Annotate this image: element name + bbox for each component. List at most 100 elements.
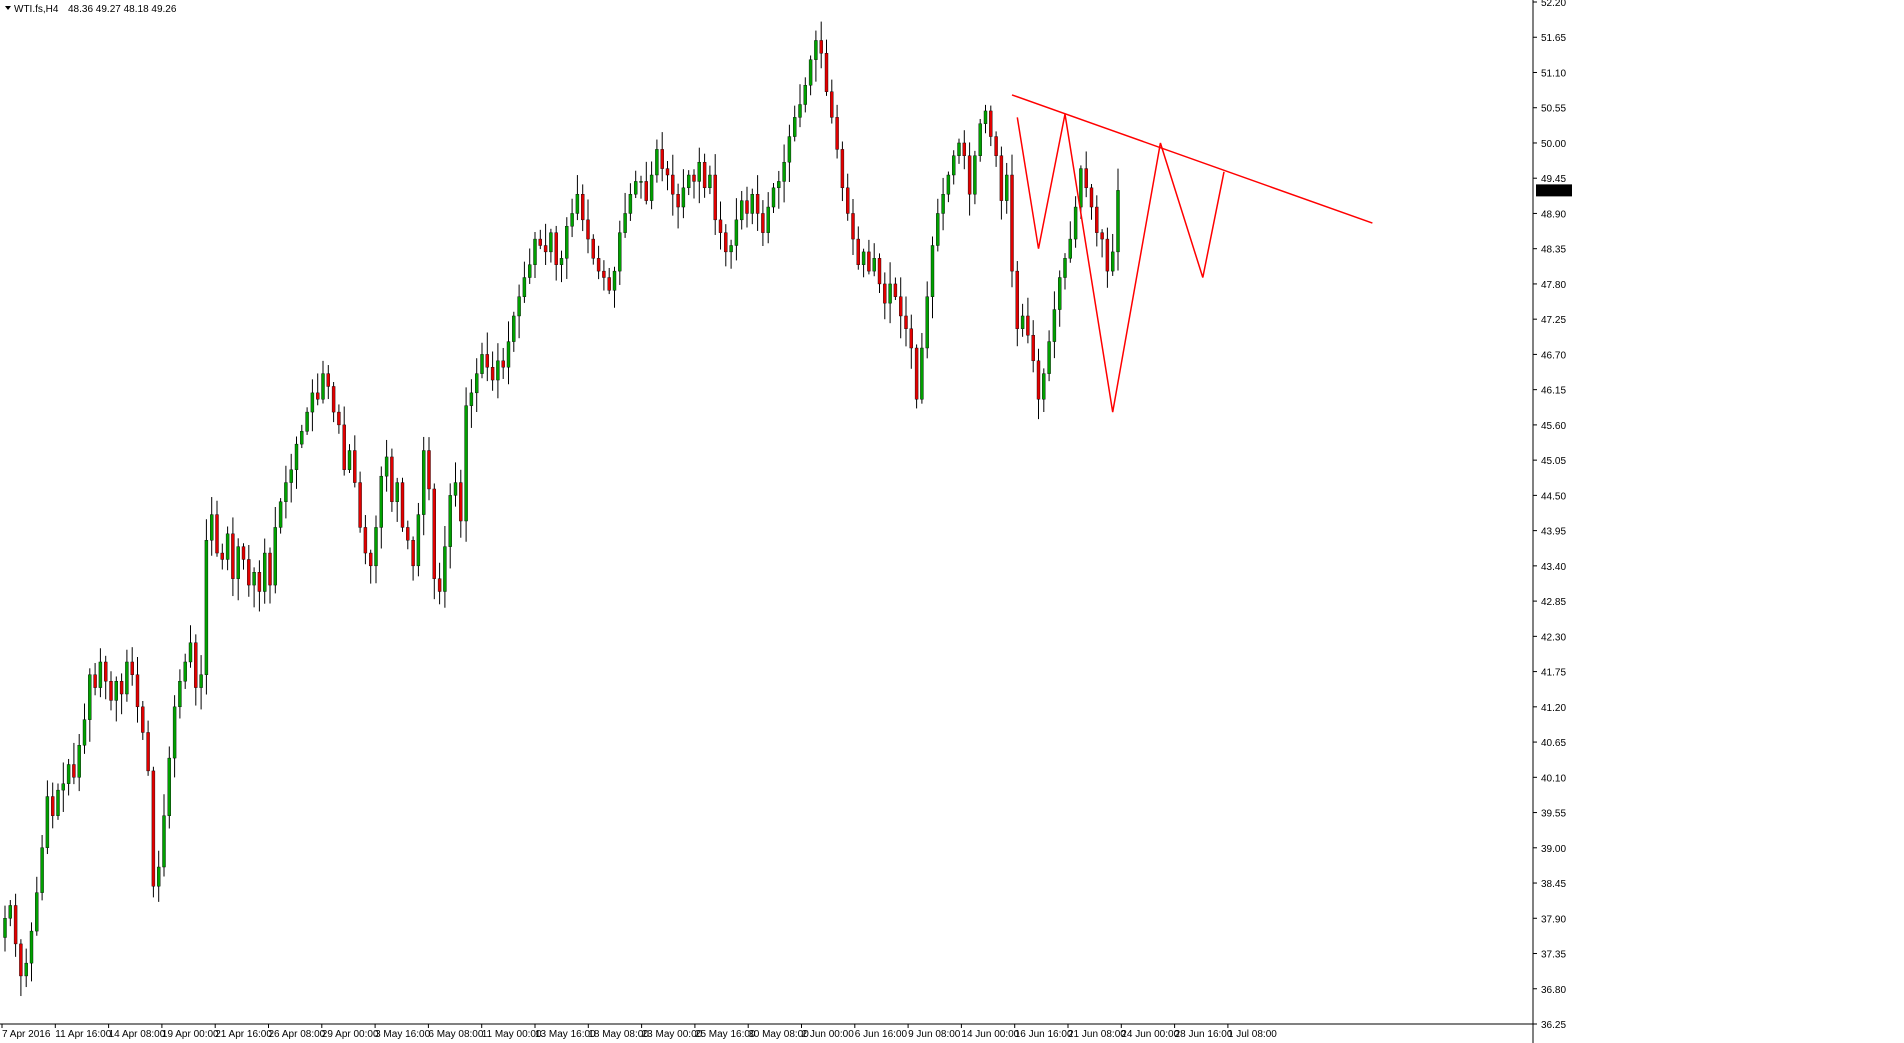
candle (655, 139, 659, 183)
candle (1052, 291, 1057, 359)
candle-body (19, 943, 23, 977)
candle-body (273, 527, 277, 586)
candle (925, 281, 929, 359)
candle-body (623, 213, 627, 233)
candle (411, 536, 415, 581)
candle (835, 104, 839, 159)
candle-body (475, 373, 479, 394)
candle-body (77, 745, 81, 778)
candle (130, 647, 134, 686)
candle (459, 469, 463, 538)
candle-body (745, 200, 749, 214)
candle-body (994, 136, 998, 156)
candle (437, 562, 442, 605)
candle-body (358, 482, 362, 528)
candle-body (268, 552, 272, 586)
candle-body (973, 155, 977, 195)
candle-body (909, 328, 913, 349)
candle (406, 520, 410, 550)
candle (559, 250, 564, 283)
y-tick-label: 44.50 (1541, 491, 1566, 502)
candle-body (1031, 334, 1035, 362)
candle-body (406, 527, 410, 541)
candle (713, 154, 717, 235)
pattern-zigzag[interactable] (1016, 113, 1225, 413)
candle (35, 876, 39, 936)
candle-body (602, 270, 606, 278)
candle-body (877, 258, 882, 285)
candle-body (1100, 232, 1104, 240)
candle-body (644, 181, 648, 201)
candle (591, 234, 595, 265)
candle (877, 253, 882, 294)
candle (570, 198, 574, 238)
candle-body (946, 174, 951, 195)
candle-body (141, 706, 145, 733)
candle-body (183, 661, 187, 682)
candle-body (962, 142, 966, 156)
candle-body (263, 552, 267, 592)
candle-body (771, 187, 776, 208)
candle (146, 720, 150, 776)
candle-body (718, 219, 723, 233)
y-tick-label: 48.35 (1541, 245, 1566, 256)
candle (745, 186, 749, 228)
last-price-tag: 49.26 (1540, 186, 1565, 197)
candle-body (591, 238, 595, 259)
candle (294, 436, 299, 489)
candle (1020, 303, 1025, 337)
candle-body (687, 174, 691, 189)
candle-body (899, 296, 903, 317)
candle-body (846, 187, 850, 214)
y-tick-label: 47.80 (1541, 280, 1566, 291)
candle (480, 342, 484, 379)
chart-header: WTI.fs,H4 48.36 49.27 48.18 49.26 (5, 4, 177, 15)
y-tick-label: 37.90 (1541, 914, 1566, 925)
candle-body (1020, 315, 1025, 329)
candle (814, 30, 818, 82)
candle-body (729, 245, 733, 253)
candle-body (798, 104, 802, 118)
candle-body (278, 501, 283, 528)
candle (1100, 229, 1104, 258)
candle-body (1052, 309, 1057, 342)
candle-body (172, 706, 177, 759)
candle-body (284, 482, 288, 502)
candle-body (575, 194, 580, 214)
candle (114, 676, 119, 722)
candle-body (755, 194, 760, 214)
resistance-trendline[interactable] (1011, 94, 1373, 224)
header-dropdown-icon[interactable] (5, 6, 11, 10)
candle-body (920, 347, 924, 400)
candle (846, 173, 850, 221)
candle (427, 437, 431, 501)
candle (819, 21, 823, 69)
candle-body (681, 187, 686, 208)
candle (194, 634, 198, 706)
candle (98, 648, 103, 698)
candle (252, 567, 256, 608)
candle-body (347, 450, 352, 470)
candle-body (1095, 206, 1099, 233)
x-tick-label: 14 Jun 00:00 (961, 1029, 1019, 1040)
candle-body (835, 117, 839, 150)
candle-body (167, 757, 172, 816)
x-tick-label: 30 May 08:00 (748, 1029, 809, 1040)
candle-body (45, 796, 50, 848)
candle-body (453, 482, 458, 496)
candle-body (1010, 174, 1014, 272)
candle-body (766, 206, 770, 233)
candle-body (156, 866, 161, 887)
y-tick-label: 37.35 (1541, 950, 1566, 961)
candle (13, 893, 18, 957)
candle-body (146, 732, 150, 772)
candle-body (941, 194, 945, 214)
candle (676, 183, 680, 229)
y-tick-label: 39.55 (1541, 809, 1566, 820)
candle-body (1015, 270, 1019, 329)
candle-body (432, 488, 436, 579)
x-tick-label: 19 Apr 00:00 (162, 1029, 219, 1040)
candle (300, 424, 304, 449)
candle-body (353, 450, 357, 483)
